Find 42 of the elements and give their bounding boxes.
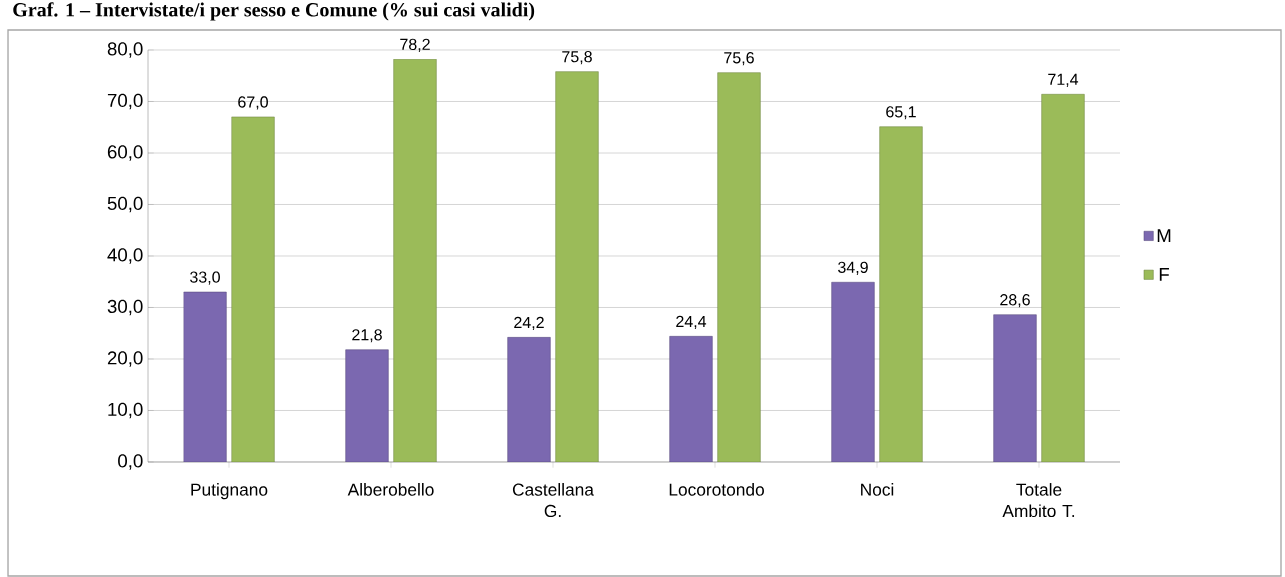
data-label: 75,8 [562,51,592,65]
bar [345,349,389,462]
data-label: 34,9 [838,261,868,275]
x-tick-label: Noci [861,483,894,496]
bar [393,59,437,462]
legend-label: M [1157,229,1171,242]
x-tick-label: Totale Ambito T. [1002,483,1075,518]
bar [231,116,275,462]
data-label: 21,8 [352,329,382,343]
legend-label: F [1159,268,1169,281]
data-label: 28,6 [1000,294,1030,308]
data-label: 24,2 [514,316,544,330]
bar [831,281,875,462]
bar [183,291,227,462]
y-tick-label: 80,0 [107,42,143,58]
bar [669,336,713,462]
x-tick-label: Locorotondo [669,483,764,496]
x-tick-label: Alberobello [347,483,434,496]
y-tick-label: 10,0 [108,402,143,419]
y-tick-label: 30,0 [107,299,143,316]
bar [717,72,761,462]
bar [879,126,923,462]
y-tick-label: 40,0 [107,248,143,264]
bar [993,314,1037,462]
data-label: 24,4 [676,315,707,329]
chart-title: Graf. 1 – Intervistate/i per sesso e Comune (% sui casi validi) [13,2,535,21]
x-tick-label: Putignano [191,483,268,500]
bar [555,71,599,462]
bar [1041,94,1085,462]
y-tick-label: 70,0 [107,93,143,110]
bar [507,337,551,462]
data-label: 67,0 [238,96,268,110]
y-tick-label: 50,0 [107,196,143,213]
data-label: 65,1 [886,106,916,120]
data-label: 33,0 [190,271,220,285]
data-label: 75,6 [724,52,754,66]
data-label: 78,2 [400,38,430,52]
x-tick-label: Castellana G. [512,483,594,518]
data-label: 71,4 [1048,73,1079,87]
y-tick-label: 0,0 [118,454,143,470]
y-tick-label: 60,0 [107,145,143,161]
y-tick-label: 20,0 [107,351,143,367]
